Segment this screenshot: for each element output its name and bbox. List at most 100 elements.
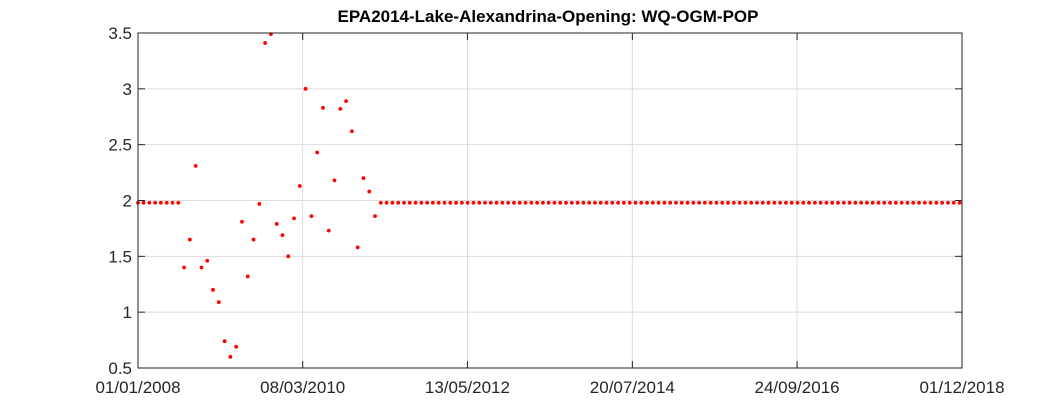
data-point	[888, 200, 892, 205]
data-point	[159, 200, 163, 205]
data-point	[459, 200, 464, 205]
data-point	[292, 216, 296, 221]
data-point	[251, 237, 256, 242]
data-point	[795, 200, 800, 205]
data-point	[517, 200, 522, 205]
data-point	[755, 200, 759, 205]
data-point	[824, 200, 829, 205]
data-point	[650, 200, 655, 205]
data-point	[905, 200, 910, 205]
data-point	[205, 258, 210, 263]
data-point	[431, 200, 435, 205]
data-point	[604, 200, 609, 205]
data-point	[280, 233, 285, 238]
data-point	[708, 200, 713, 205]
data-point	[893, 200, 898, 205]
data-point	[633, 200, 638, 205]
y-tick-label: 0.5	[108, 359, 132, 378]
data-point	[743, 200, 748, 205]
data-point	[760, 200, 765, 205]
data-point	[286, 254, 291, 259]
data-point	[621, 200, 626, 205]
data-point	[413, 200, 418, 205]
data-point	[483, 200, 487, 205]
data-point	[957, 200, 962, 205]
data-point	[853, 200, 858, 205]
data-point	[778, 200, 783, 205]
data-point	[245, 274, 250, 279]
data-point	[500, 200, 505, 205]
data-point	[662, 200, 667, 205]
data-point	[616, 200, 620, 205]
data-point	[153, 200, 158, 205]
data-point	[529, 200, 534, 205]
data-point	[350, 129, 354, 134]
data-point	[326, 228, 331, 233]
data-point	[465, 200, 470, 205]
y-tick-label: 3	[123, 80, 132, 99]
data-point	[575, 200, 580, 205]
data-point	[361, 176, 366, 181]
data-point	[240, 219, 244, 224]
data-point	[940, 200, 945, 205]
grid	[137, 32, 963, 369]
data-point	[720, 200, 725, 205]
data-point	[211, 287, 215, 292]
data-point	[407, 200, 412, 205]
data-point	[870, 200, 875, 205]
data-point	[367, 189, 372, 194]
data-point	[199, 265, 204, 270]
y-tick-label: 2.5	[108, 136, 132, 155]
data-point	[390, 200, 395, 205]
data-point	[170, 200, 175, 205]
data-point	[338, 107, 343, 111]
data-point	[344, 99, 349, 104]
x-tick-label: 01/12/2018	[919, 378, 1004, 397]
data-point	[396, 200, 401, 205]
data-point	[176, 200, 181, 205]
x-tick-label: 01/01/2008	[95, 378, 180, 397]
data-point	[865, 200, 869, 205]
data-point	[309, 214, 314, 219]
y-tick-label: 1.5	[108, 247, 132, 266]
data-point	[679, 200, 684, 205]
data-point	[332, 178, 337, 183]
data-point	[882, 200, 887, 205]
data-point	[807, 200, 811, 205]
data-point	[182, 265, 186, 270]
data-point	[899, 200, 904, 205]
data-point	[645, 200, 649, 205]
data-point	[836, 200, 840, 205]
data-point	[598, 200, 603, 205]
data-point	[656, 200, 661, 205]
data-point	[830, 200, 835, 205]
y-tick-label: 1	[123, 303, 132, 322]
data-point	[697, 200, 702, 205]
data-point	[772, 200, 777, 205]
data-point	[257, 201, 262, 206]
data-point	[477, 200, 482, 205]
data-point	[564, 200, 568, 205]
data-point	[425, 200, 430, 205]
data-point	[378, 200, 383, 205]
data-point	[494, 200, 499, 205]
data-point	[558, 200, 563, 205]
data-point	[726, 200, 730, 205]
data-point	[668, 200, 673, 205]
data-point	[546, 200, 551, 205]
data-point	[784, 200, 788, 205]
data-point	[442, 200, 447, 205]
data-point	[749, 200, 754, 205]
data-point	[274, 222, 279, 226]
data-point	[263, 41, 267, 45]
data-point	[766, 200, 771, 205]
data-point	[610, 200, 615, 205]
x-tick-label: 20/07/2014	[590, 378, 675, 397]
data-point	[355, 245, 360, 250]
data-point	[859, 200, 864, 205]
data-point	[593, 200, 597, 205]
data-point	[685, 200, 690, 205]
y-tick-label: 2	[123, 192, 132, 211]
data-point	[934, 200, 939, 205]
data-point	[789, 200, 794, 205]
